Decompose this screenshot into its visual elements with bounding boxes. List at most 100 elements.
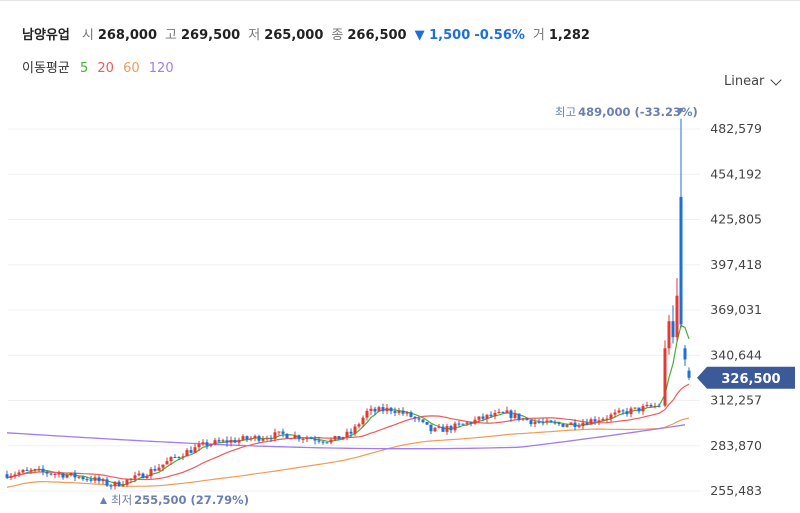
candle-down[interactable] bbox=[509, 409, 513, 422]
candle-up[interactable] bbox=[241, 434, 245, 441]
candle-down[interactable] bbox=[525, 417, 529, 421]
candle-up[interactable] bbox=[617, 407, 621, 414]
candle-up[interactable] bbox=[277, 431, 281, 436]
candle-up[interactable] bbox=[145, 473, 149, 479]
candle-up[interactable] bbox=[497, 408, 501, 414]
candle-up[interactable] bbox=[301, 437, 305, 444]
candle-up[interactable] bbox=[589, 417, 593, 425]
candle-down[interactable] bbox=[41, 465, 45, 476]
candle-down[interactable] bbox=[117, 480, 121, 487]
candle-down[interactable] bbox=[425, 422, 429, 426]
candle-down[interactable] bbox=[441, 424, 445, 432]
candle-down[interactable] bbox=[105, 477, 109, 487]
candle-down[interactable] bbox=[517, 413, 521, 422]
candle-up[interactable] bbox=[445, 423, 449, 435]
candle-up[interactable] bbox=[53, 472, 57, 479]
candle-down[interactable] bbox=[393, 407, 397, 417]
candle-up[interactable] bbox=[565, 423, 569, 428]
candle-down[interactable] bbox=[325, 442, 329, 444]
candle-up[interactable] bbox=[485, 414, 489, 423]
candle-up[interactable] bbox=[505, 406, 509, 413]
candle-down[interactable] bbox=[45, 470, 49, 477]
candle-down[interactable] bbox=[337, 436, 341, 440]
candle-down[interactable] bbox=[245, 435, 249, 442]
candle-up[interactable] bbox=[185, 448, 189, 457]
candle-down[interactable] bbox=[429, 424, 433, 434]
ma-20-label[interactable]: 20 bbox=[97, 61, 114, 76]
candle-down[interactable] bbox=[469, 421, 473, 427]
candle-down[interactable] bbox=[349, 428, 353, 438]
candle-down[interactable] bbox=[297, 434, 301, 442]
candle-down[interactable] bbox=[625, 407, 629, 417]
candle-up[interactable] bbox=[609, 412, 613, 423]
candle-down[interactable] bbox=[621, 409, 625, 415]
candle-down[interactable] bbox=[73, 470, 77, 482]
candle-down[interactable] bbox=[561, 423, 565, 428]
candle-up[interactable] bbox=[329, 437, 333, 445]
candle-up[interactable] bbox=[157, 464, 161, 472]
candle-up[interactable] bbox=[125, 479, 129, 487]
candle-up[interactable] bbox=[69, 472, 73, 477]
candle-down[interactable] bbox=[25, 467, 29, 471]
candle-down[interactable] bbox=[549, 419, 553, 423]
candle-down[interactable] bbox=[153, 465, 157, 472]
candle-up[interactable] bbox=[161, 464, 165, 472]
candle-up[interactable] bbox=[181, 453, 185, 461]
candle-up[interactable] bbox=[293, 431, 297, 440]
candle-down[interactable] bbox=[409, 410, 413, 418]
candle-down[interactable] bbox=[49, 472, 53, 476]
candle-down[interactable] bbox=[89, 475, 93, 483]
candle-up[interactable] bbox=[229, 436, 233, 447]
candle-up[interactable] bbox=[361, 415, 365, 428]
candle-up[interactable] bbox=[21, 468, 25, 474]
candle-up[interactable] bbox=[37, 466, 41, 472]
candle-down[interactable] bbox=[205, 439, 209, 450]
candle-up[interactable] bbox=[253, 434, 257, 442]
candle-down[interactable] bbox=[269, 435, 273, 443]
candle-down[interactable] bbox=[225, 436, 229, 447]
candle-up[interactable] bbox=[237, 437, 241, 446]
candle-down[interactable] bbox=[413, 416, 417, 422]
candle-down[interactable] bbox=[217, 437, 221, 443]
candle-down[interactable] bbox=[449, 424, 453, 434]
candle-up[interactable] bbox=[433, 427, 437, 433]
candle-up[interactable] bbox=[405, 411, 409, 417]
candle-up[interactable] bbox=[265, 435, 269, 441]
candle-down[interactable] bbox=[593, 416, 597, 425]
candle-down[interactable] bbox=[529, 419, 533, 427]
candle-up[interactable] bbox=[597, 416, 601, 425]
candle-up[interactable] bbox=[93, 474, 97, 484]
candle-down[interactable] bbox=[373, 406, 377, 416]
candle-up[interactable] bbox=[137, 470, 141, 477]
candle-up[interactable] bbox=[193, 443, 197, 454]
candle-up[interactable] bbox=[645, 401, 649, 407]
candle-up[interactable] bbox=[613, 409, 617, 418]
candle-down[interactable] bbox=[489, 411, 493, 418]
candle-up[interactable] bbox=[545, 417, 549, 425]
candle-up[interactable] bbox=[33, 468, 37, 472]
candle-down[interactable] bbox=[233, 437, 237, 444]
candle-up[interactable] bbox=[453, 421, 457, 433]
candle-up[interactable] bbox=[353, 423, 357, 436]
candle-up[interactable] bbox=[513, 409, 517, 420]
candle-up[interactable] bbox=[633, 407, 637, 410]
candle-up[interactable] bbox=[113, 481, 117, 490]
candle-down[interactable] bbox=[687, 367, 691, 381]
candle-up[interactable] bbox=[149, 467, 153, 479]
candle-up[interactable] bbox=[273, 428, 277, 442]
candle-up[interactable] bbox=[577, 423, 581, 429]
candle-down[interactable] bbox=[189, 446, 193, 454]
candle-down[interactable] bbox=[109, 484, 113, 490]
candle-down[interactable] bbox=[671, 305, 675, 344]
candle-down[interactable] bbox=[61, 472, 65, 480]
candle-down[interactable] bbox=[649, 403, 653, 408]
candle-up[interactable] bbox=[341, 436, 345, 441]
scale-selector[interactable]: Linear bbox=[724, 73, 783, 89]
candle-down[interactable] bbox=[421, 419, 425, 424]
candle-down[interactable] bbox=[281, 428, 285, 438]
candle-down[interactable] bbox=[5, 470, 9, 479]
candle-down[interactable] bbox=[657, 403, 661, 408]
candle-up[interactable] bbox=[77, 476, 81, 480]
candle-up[interactable] bbox=[133, 471, 137, 483]
